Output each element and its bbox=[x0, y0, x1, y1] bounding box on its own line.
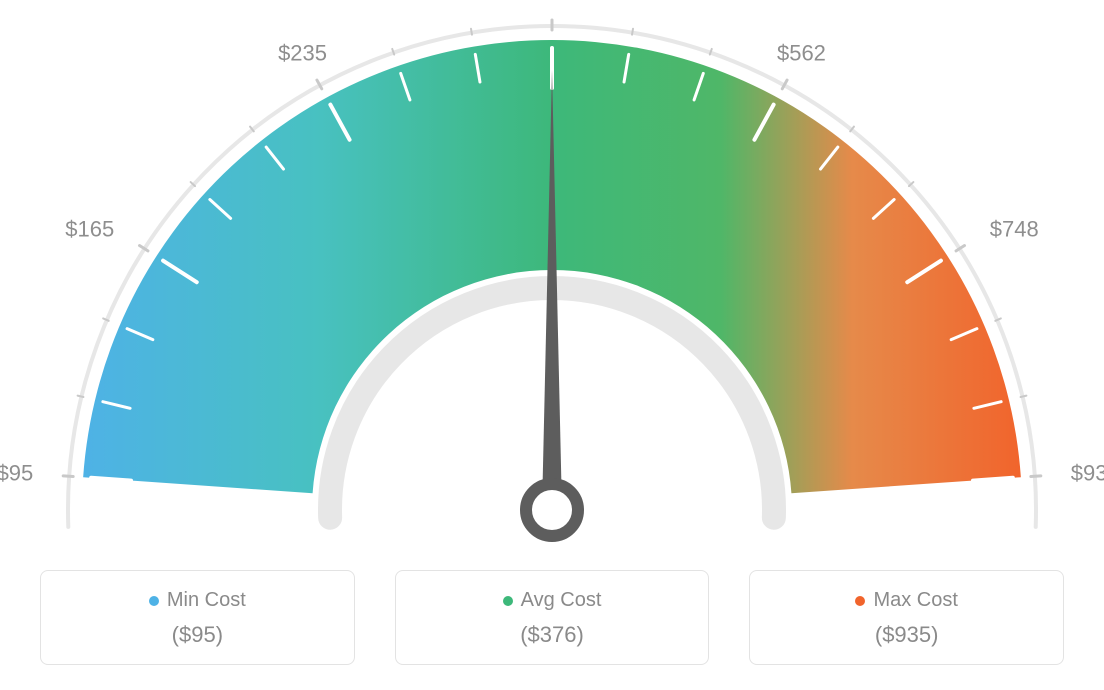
legend-card-min: Min Cost ($95) bbox=[40, 570, 355, 665]
svg-text:$95: $95 bbox=[0, 461, 33, 486]
legend-card-avg: Avg Cost ($376) bbox=[395, 570, 710, 665]
legend-dot-min bbox=[149, 596, 159, 606]
legend-label-min: Min Cost bbox=[167, 589, 246, 612]
svg-text:$748: $748 bbox=[990, 216, 1039, 241]
legend-label-max: Max Cost bbox=[873, 589, 957, 612]
svg-text:$165: $165 bbox=[65, 216, 114, 241]
legend-row: Min Cost ($95) Avg Cost ($376) Max Cost … bbox=[0, 570, 1104, 665]
legend-dot-avg bbox=[503, 596, 513, 606]
cost-gauge: $95 $165 $235 $376 $562 $748 $935 bbox=[0, 0, 1104, 560]
legend-value-avg: ($376) bbox=[406, 622, 699, 648]
svg-text:$935: $935 bbox=[1071, 461, 1104, 486]
legend-dot-max bbox=[855, 596, 865, 606]
svg-text:$562: $562 bbox=[777, 41, 826, 66]
legend-label-avg: Avg Cost bbox=[521, 589, 602, 612]
svg-text:$376: $376 bbox=[528, 0, 577, 2]
legend-card-max: Max Cost ($935) bbox=[749, 570, 1064, 665]
legend-value-min: ($95) bbox=[51, 622, 344, 648]
svg-text:$235: $235 bbox=[278, 41, 327, 66]
legend-value-max: ($935) bbox=[760, 622, 1053, 648]
